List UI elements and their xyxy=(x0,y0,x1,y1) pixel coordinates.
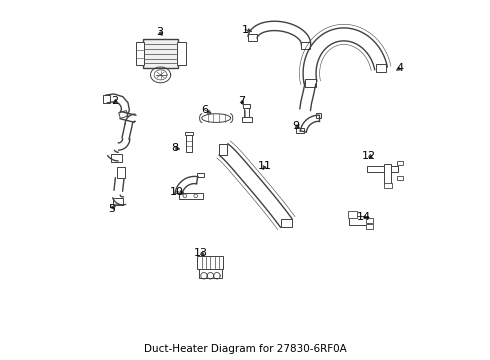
Text: 8: 8 xyxy=(171,143,178,153)
Text: 11: 11 xyxy=(258,161,272,171)
Bar xyxy=(248,34,257,41)
FancyBboxPatch shape xyxy=(199,269,221,278)
Bar xyxy=(117,167,125,178)
Text: 10: 10 xyxy=(170,186,184,197)
Bar xyxy=(305,79,316,87)
Text: 6: 6 xyxy=(201,105,208,115)
FancyBboxPatch shape xyxy=(244,108,249,118)
Text: 5: 5 xyxy=(108,204,115,214)
Bar xyxy=(243,104,249,108)
Bar xyxy=(376,64,387,72)
Bar xyxy=(316,113,321,117)
Bar xyxy=(103,95,110,103)
Circle shape xyxy=(183,194,187,198)
FancyBboxPatch shape xyxy=(397,176,403,180)
Text: 9: 9 xyxy=(292,121,299,131)
Bar xyxy=(197,173,204,177)
FancyBboxPatch shape xyxy=(366,218,373,223)
FancyBboxPatch shape xyxy=(179,193,203,199)
Text: 2: 2 xyxy=(111,96,118,106)
Text: 7: 7 xyxy=(238,96,245,106)
Text: Duct-Heater Diagram for 27830-6RF0A: Duct-Heater Diagram for 27830-6RF0A xyxy=(144,344,346,354)
FancyBboxPatch shape xyxy=(384,164,391,184)
Bar xyxy=(301,42,310,49)
Text: 13: 13 xyxy=(194,248,208,258)
FancyBboxPatch shape xyxy=(348,211,357,218)
FancyBboxPatch shape xyxy=(144,39,178,68)
Bar xyxy=(220,144,227,155)
FancyBboxPatch shape xyxy=(368,166,398,172)
Bar xyxy=(296,129,303,134)
FancyBboxPatch shape xyxy=(366,224,373,229)
Bar xyxy=(111,154,122,162)
FancyBboxPatch shape xyxy=(242,117,252,122)
FancyBboxPatch shape xyxy=(185,132,193,135)
Text: 14: 14 xyxy=(357,212,371,222)
Text: 1: 1 xyxy=(242,24,248,35)
Bar xyxy=(113,198,123,205)
FancyBboxPatch shape xyxy=(349,216,368,225)
FancyBboxPatch shape xyxy=(136,42,144,65)
FancyBboxPatch shape xyxy=(397,161,403,165)
FancyBboxPatch shape xyxy=(177,42,186,65)
Text: 3: 3 xyxy=(156,27,163,37)
Text: 4: 4 xyxy=(396,63,403,73)
FancyBboxPatch shape xyxy=(197,256,223,269)
FancyBboxPatch shape xyxy=(384,183,392,188)
FancyBboxPatch shape xyxy=(186,135,192,152)
Text: 12: 12 xyxy=(362,150,376,161)
Circle shape xyxy=(194,194,197,198)
Bar xyxy=(281,219,292,227)
Bar xyxy=(119,111,128,118)
